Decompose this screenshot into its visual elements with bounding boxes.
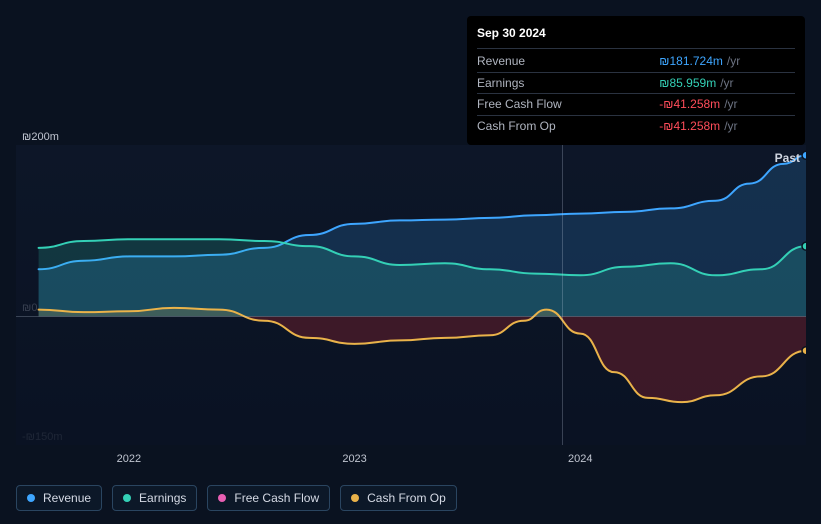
hover-vertical-line xyxy=(562,145,563,445)
legend-item[interactable]: Revenue xyxy=(16,485,102,511)
legend-label: Earnings xyxy=(139,491,186,505)
tooltip-date: Sep 30 2024 xyxy=(477,22,795,49)
y-tick-label: ₪200m xyxy=(22,131,59,143)
tooltip-row: Earnings₪85.959m/yr xyxy=(477,72,795,94)
chart-svg xyxy=(16,145,806,445)
past-region-label: Past xyxy=(775,151,800,165)
legend-dot-icon xyxy=(27,494,35,502)
legend-label: Free Cash Flow xyxy=(234,491,319,505)
tooltip-row-label: Cash From Op xyxy=(477,116,659,137)
legend-item[interactable]: Free Cash Flow xyxy=(207,485,330,511)
legend-item[interactable]: Earnings xyxy=(112,485,197,511)
x-tick-label: 2024 xyxy=(568,453,592,465)
chart-plot-area[interactable]: Past xyxy=(16,145,806,445)
tooltip-row: Free Cash Flow-₪41.258m/yr xyxy=(477,94,795,116)
legend-dot-icon xyxy=(351,494,359,502)
tooltip-row-label: Earnings xyxy=(477,72,659,94)
legend-label: Cash From Op xyxy=(367,491,446,505)
x-axis-labels: 2022 2023 2024 xyxy=(16,453,806,469)
x-tick-label: 2022 xyxy=(117,453,141,465)
legend-dot-icon xyxy=(218,494,226,502)
tooltip-row-label: Free Cash Flow xyxy=(477,94,659,116)
legend-label: Revenue xyxy=(43,491,91,505)
tooltip-row-value: ₪181.724m/yr xyxy=(659,51,795,72)
tooltip-table: Revenue₪181.724m/yrEarnings₪85.959m/yrFr… xyxy=(477,51,795,137)
tooltip-row-value: -₪41.258m/yr xyxy=(659,116,795,137)
legend-dot-icon xyxy=(123,494,131,502)
zero-gridline xyxy=(16,316,806,317)
financials-chart-widget: { "tooltip": { "position": { "left": 467… xyxy=(0,0,821,524)
tooltip-row: Cash From Op-₪41.258m/yr xyxy=(477,116,795,137)
tooltip-row: Revenue₪181.724m/yr xyxy=(477,51,795,72)
tooltip-row-label: Revenue xyxy=(477,51,659,72)
legend-item[interactable]: Cash From Op xyxy=(340,485,457,511)
tooltip-row-value: -₪41.258m/yr xyxy=(659,94,795,116)
x-tick-label: 2023 xyxy=(342,453,366,465)
tooltip-row-value: ₪85.959m/yr xyxy=(659,72,795,94)
chart-legend: Revenue Earnings Free Cash Flow Cash From O… xyxy=(16,485,457,511)
chart-tooltip: Sep 30 2024 Revenue₪181.724m/yrEarnings₪… xyxy=(467,16,805,145)
